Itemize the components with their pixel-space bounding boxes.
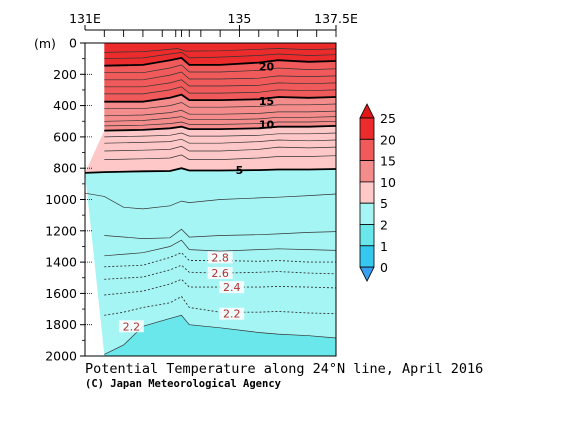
isotherm-12 <box>104 116 337 122</box>
contour-label-3: 5 <box>236 164 244 177</box>
contour-label-8: 2.2 <box>123 320 141 333</box>
isotherm-3 <box>104 228 337 239</box>
y-tick-label-1200: 1200 <box>45 223 77 238</box>
longitude-axis: 131E 135 137.5E <box>69 11 358 37</box>
isotherm-22 <box>104 48 337 53</box>
colorbar-extend-bottom <box>359 266 375 282</box>
contour-label-bg <box>219 281 245 294</box>
isotherm-2-8 <box>104 252 336 268</box>
y-axis-unit-label: (m) <box>34 36 56 51</box>
colorbar-label-25: 25 <box>380 111 396 126</box>
contour-label-bg <box>219 307 245 320</box>
contour-label-4: 2.8 <box>211 251 229 264</box>
isotherm-2-4 <box>104 278 337 296</box>
contour-label-2: 10 <box>259 118 275 131</box>
isotherm-7 <box>104 145 337 152</box>
isotherm-19 <box>104 64 337 74</box>
contour-label-bg <box>118 320 144 333</box>
isotherm-14 <box>104 102 337 110</box>
colorbar-label-1: 1 <box>380 239 388 254</box>
plot-area: 20 15 10 5 2.8 2.62.4 2.2 2.2 <box>84 42 337 357</box>
isotherm-11 <box>104 120 337 127</box>
colorbar-extend-top <box>359 103 375 119</box>
contour-label-7: 2.2 <box>223 308 241 321</box>
chart-credit: (C) Japan Meteorological Agency <box>85 378 282 390</box>
band-5-10 <box>85 125 336 173</box>
chart-title: Potential Temperature along 24°N line, A… <box>85 361 483 377</box>
colorbar-label-10: 10 <box>380 175 396 190</box>
isotherm-17 <box>104 79 337 88</box>
contour-label-bg <box>207 251 233 264</box>
isotherm-8 <box>104 138 337 144</box>
colorbar-label-2: 2 <box>380 218 388 233</box>
isotherm-2 <box>104 314 337 355</box>
colorbar-segment-4 <box>359 202 375 225</box>
isotherm-2-9 <box>104 239 337 257</box>
contour-label-0: 20 <box>259 60 275 73</box>
colorbar-segment-2 <box>359 160 375 183</box>
temperature-bands <box>85 43 336 356</box>
y-tick-label-0: 0 <box>69 36 77 51</box>
colorbar-segment-6 <box>359 245 375 268</box>
isotherm-2-2 <box>104 295 337 316</box>
isotherm-13 <box>104 109 337 117</box>
contour-label-5: 2.6 <box>211 267 229 280</box>
y-tick-label-1400: 1400 <box>45 255 77 270</box>
isotherm-9 <box>104 132 337 138</box>
y-tick-label-200: 200 <box>53 67 77 82</box>
isotherm-5 <box>84 167 337 174</box>
contour-label-bg <box>207 267 233 280</box>
band-10-15 <box>104 94 336 131</box>
y-tick-label-1800: 1800 <box>45 317 77 332</box>
colorbar-label-5: 5 <box>380 196 388 211</box>
isotherm-20 <box>104 56 337 67</box>
colorbar-label-15: 15 <box>380 154 396 169</box>
isotherm-2-6 <box>104 264 337 280</box>
isotherm-18 <box>104 71 337 81</box>
y-tick-label-800: 800 <box>53 161 77 176</box>
depth-axis: 0 200 400 600 800 1000 1200 1400 1600 1800 2000 <box>45 36 93 364</box>
colorbar-label-0: 0 <box>380 260 388 275</box>
contour-labels: 20 15 10 5 2.8 2.62.4 2.2 2.2 <box>118 60 275 333</box>
isotherm-lines <box>84 48 337 355</box>
x-tick-label-135: 135 <box>228 11 252 26</box>
isotherm-21 <box>104 52 337 59</box>
contour-label-1: 15 <box>259 95 274 108</box>
isotherm-4 <box>84 192 337 210</box>
band-1-2 <box>104 315 336 356</box>
colorbar-segment-5 <box>359 224 375 247</box>
contour-label-6: 2.4 <box>223 281 241 294</box>
colorbar-label-20: 20 <box>380 132 396 147</box>
isotherm-16 <box>104 86 337 95</box>
y-tick-label-1000: 1000 <box>45 192 77 207</box>
y-tick-label-2000: 2000 <box>45 349 77 364</box>
colorbar-segment-1 <box>359 138 375 162</box>
isotherm-6 <box>104 154 337 160</box>
x-tick-label-131: 131E <box>69 11 101 26</box>
colorbar-segment-3 <box>359 181 375 204</box>
y-tick-label-400: 400 <box>53 98 77 113</box>
y-tick-label-1600: 1600 <box>45 286 77 301</box>
colorbar-segment-0 <box>359 117 375 140</box>
x-tick-label-137-5: 137.5E <box>314 11 358 26</box>
isotherm-10 <box>104 125 337 132</box>
y-tick-label-600: 600 <box>53 129 77 144</box>
isotherm-15 <box>104 93 337 103</box>
